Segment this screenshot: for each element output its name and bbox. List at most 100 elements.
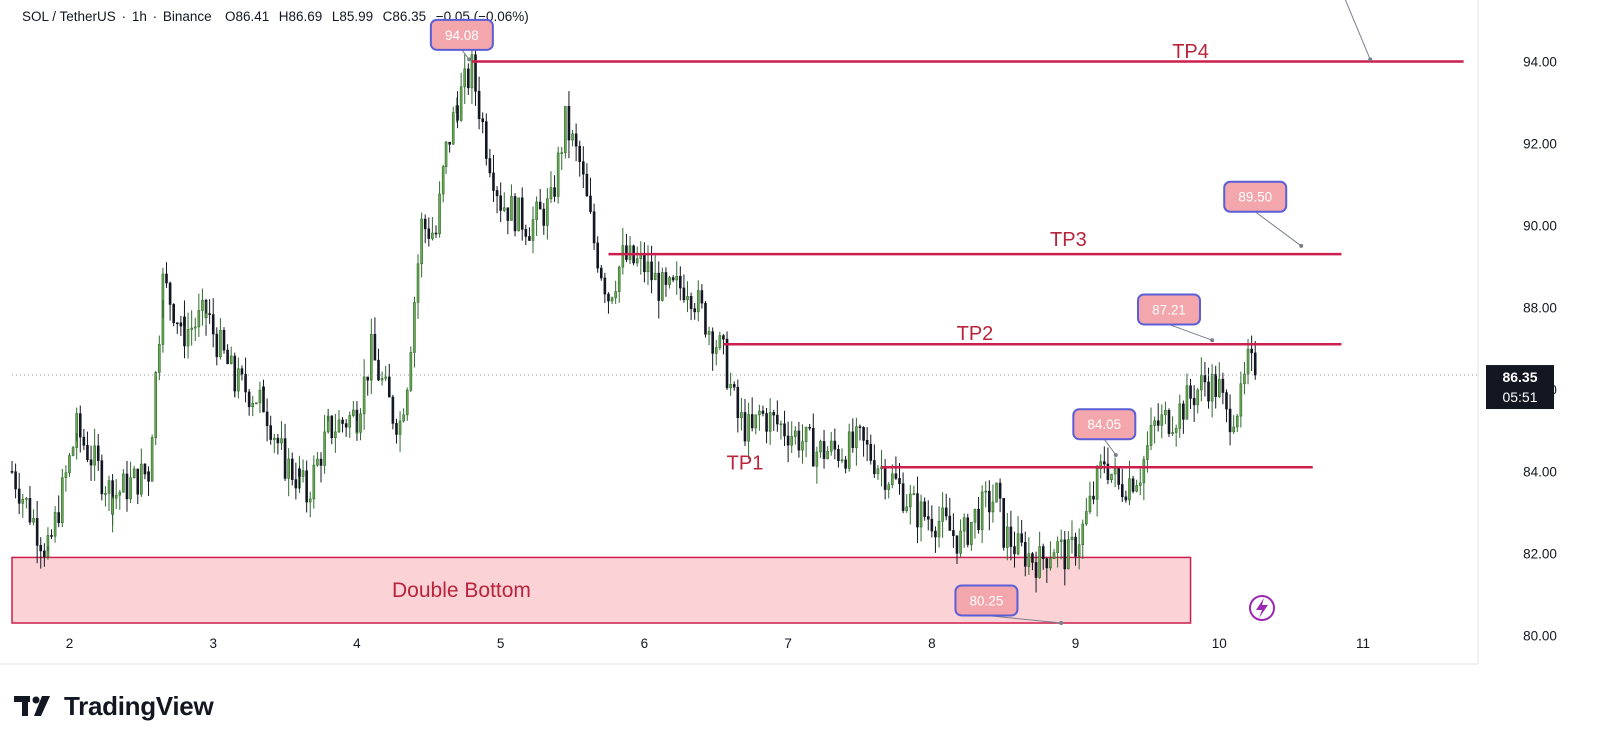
candle [107, 475, 111, 511]
candle-body [912, 493, 916, 495]
candle [520, 187, 524, 241]
candle-body [305, 470, 308, 503]
candle-body [28, 498, 32, 523]
candle-body [736, 386, 740, 419]
candle [664, 267, 668, 297]
candle-body [908, 493, 912, 508]
current-price-badge[interactable]: 86.35 05:51 [1486, 365, 1554, 410]
candle-body [596, 242, 599, 269]
candle-body [484, 121, 488, 159]
candle [280, 421, 283, 451]
candle-body [614, 291, 617, 299]
candle-body [132, 468, 136, 479]
symbol-name[interactable]: SOL / TetherUS [22, 9, 116, 24]
candle-body [722, 335, 725, 340]
candle-body [980, 491, 984, 531]
candle [617, 265, 621, 303]
candle-body [765, 413, 768, 432]
candle [599, 265, 603, 281]
candle-body [222, 330, 226, 351]
candle-body [528, 236, 531, 241]
candle [750, 397, 754, 432]
candle-body [405, 389, 409, 416]
candle-body [564, 106, 567, 153]
candle-body [1070, 536, 1074, 540]
candle [467, 63, 470, 96]
candle [646, 245, 650, 286]
candle-body [334, 431, 337, 439]
candle [93, 428, 96, 481]
candle-body [68, 455, 71, 473]
candle-body [696, 290, 700, 313]
candle [1020, 520, 1023, 547]
candle-body [427, 228, 431, 239]
candle [912, 485, 916, 496]
candle [416, 254, 420, 319]
candle [815, 446, 819, 484]
candle-body [1092, 495, 1095, 500]
candle-body [858, 426, 862, 428]
candle-body [984, 490, 988, 493]
callout-pointer [986, 614, 1062, 624]
candle [908, 484, 912, 525]
candle-body [560, 152, 564, 154]
candle-body [337, 419, 341, 433]
candle-body [750, 414, 754, 429]
candle-body [1192, 398, 1196, 406]
candle [1009, 510, 1013, 561]
candle [628, 236, 632, 265]
candle [312, 455, 316, 509]
candle [326, 409, 330, 422]
zone-label: Double Bottom [392, 579, 531, 602]
candle [258, 381, 262, 414]
candle [876, 465, 880, 480]
exchange-label: Binance [162, 9, 212, 24]
candle [75, 407, 78, 442]
candle-body [1243, 373, 1246, 385]
candle-body [93, 445, 96, 466]
interval-label[interactable]: 1h [131, 9, 147, 24]
candle-body [1088, 495, 1092, 512]
candle-body [1174, 428, 1178, 433]
candle-body [258, 389, 262, 404]
candle [1210, 364, 1214, 418]
price-callout: 84.05 [1072, 408, 1137, 457]
lightning-icon[interactable] [1249, 595, 1275, 621]
candle-body [592, 211, 596, 244]
candle-body [786, 435, 790, 446]
candle [129, 461, 132, 504]
candle-body [844, 459, 847, 469]
callout-value: 89.50 [1238, 190, 1272, 205]
candle-body [628, 245, 632, 260]
candle-body [1207, 381, 1210, 402]
candle-body [916, 493, 919, 528]
candle-body [1023, 542, 1027, 567]
price-tick-label: 84.00 [1523, 464, 1557, 479]
candle [402, 408, 405, 423]
candle [1038, 531, 1041, 579]
candle [71, 445, 75, 457]
candle-body [905, 506, 908, 511]
candle-body [352, 409, 355, 416]
candle-body [621, 245, 625, 268]
candle-body [186, 329, 190, 347]
candle-body [829, 440, 833, 452]
candle-body [229, 355, 233, 365]
candle-body [75, 413, 78, 434]
candle-body [1149, 425, 1153, 446]
candle [366, 376, 370, 396]
callout-value: 80.25 [970, 593, 1004, 608]
candle-body [32, 518, 35, 523]
candle-body [319, 458, 323, 466]
tradingview-logo[interactable]: TradingView [14, 690, 214, 722]
candle [1228, 394, 1232, 446]
candle [553, 175, 556, 202]
candle [1253, 340, 1257, 380]
candle [337, 410, 341, 433]
time-tick-label: 3 [209, 636, 217, 651]
candle-body [1002, 497, 1006, 548]
candle [89, 445, 93, 481]
candle-body [729, 384, 732, 389]
candle-body [434, 232, 438, 235]
